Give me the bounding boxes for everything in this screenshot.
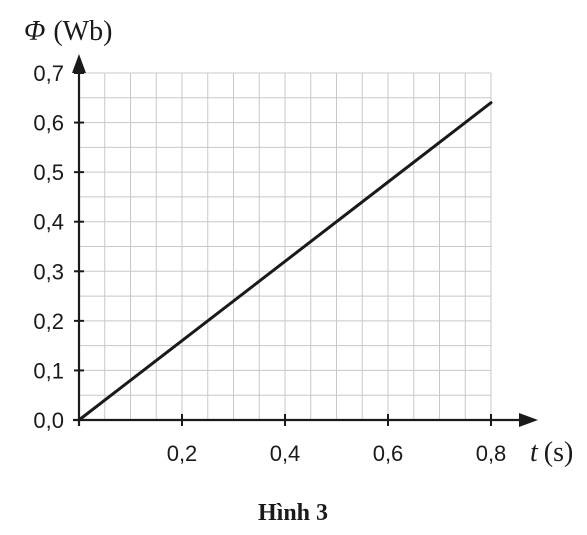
- y-axis-arrow: [72, 54, 86, 73]
- y-axis-title: Φ (Wb): [24, 16, 112, 47]
- y-tick-label: 0,7: [33, 61, 64, 86]
- tick-labels: 0,0 0,1 0,2 0,3 0,4 0,5 0,6 0,7 0,2 0,4 0,6 0,8: [33, 61, 506, 466]
- x-tick-label: 0,6: [373, 441, 404, 466]
- x-axis-arrow: [519, 413, 538, 427]
- y-tick-label: 0,3: [33, 259, 64, 284]
- x-tick-label: 0,4: [270, 441, 301, 466]
- x-tick-label: 0,8: [476, 441, 507, 466]
- y-axis-unit: (Wb): [53, 16, 112, 47]
- y-tick-label: 0,1: [33, 358, 64, 383]
- ticks: [74, 72, 492, 426]
- x-axis-title: t (s): [530, 437, 573, 468]
- x-axis-unit: (s): [544, 437, 574, 468]
- y-tick-label: 0,6: [33, 111, 64, 136]
- y-tick-label: 0,2: [33, 309, 64, 334]
- grid: [79, 72, 492, 420]
- y-tick-label: 0,0: [33, 408, 64, 433]
- series: [77, 101, 493, 422]
- y-axis-symbol: Φ: [24, 16, 45, 47]
- figure-caption: Hình 3: [258, 500, 328, 526]
- x-tick-label: 0,2: [167, 441, 198, 466]
- x-axis-symbol: t: [530, 437, 539, 468]
- y-tick-label: 0,5: [33, 160, 64, 185]
- flux-line: [77, 101, 493, 422]
- axes: [72, 54, 538, 427]
- y-tick-label: 0,4: [33, 210, 64, 235]
